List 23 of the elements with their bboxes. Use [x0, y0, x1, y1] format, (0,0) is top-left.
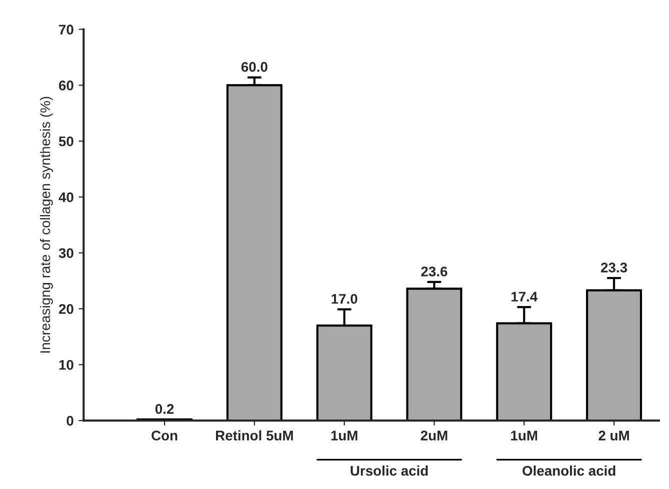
- x-tick-label: 1uM: [511, 430, 538, 440]
- x-tick-label: 2 uM: [598, 430, 629, 440]
- x-tick-label: 1uM: [331, 430, 358, 440]
- y-axis-title: Increasigng rate of collagen synthesis (%): [40, 96, 53, 353]
- data-label: 0.2: [155, 404, 174, 414]
- data-label: 60.0: [241, 62, 268, 72]
- y-tick-label: 0: [66, 416, 74, 426]
- y-tick-label: 10: [59, 360, 74, 370]
- text: Oleanolic acid: [522, 466, 616, 476]
- data-label: 17.0: [332, 294, 358, 304]
- y-tick-label: 70: [59, 24, 74, 35]
- x-tick-label: 2uM: [420, 430, 448, 440]
- data-label: 17.4: [511, 292, 538, 302]
- x-tick-label: Con: [152, 430, 178, 440]
- data-label: 23.6: [421, 266, 448, 276]
- y-tick-label: 30: [58, 248, 74, 258]
- data-label: 23.3: [600, 262, 628, 273]
- y-tick-label: 40: [58, 192, 74, 202]
- x-tick-label: Retinol 5uM: [216, 430, 293, 440]
- y-tick-label: 60: [58, 80, 74, 90]
- y-tick-label: 20: [58, 304, 74, 314]
- y-tick-label: 50: [58, 136, 74, 146]
- text: Ursolic acid: [350, 466, 428, 476]
